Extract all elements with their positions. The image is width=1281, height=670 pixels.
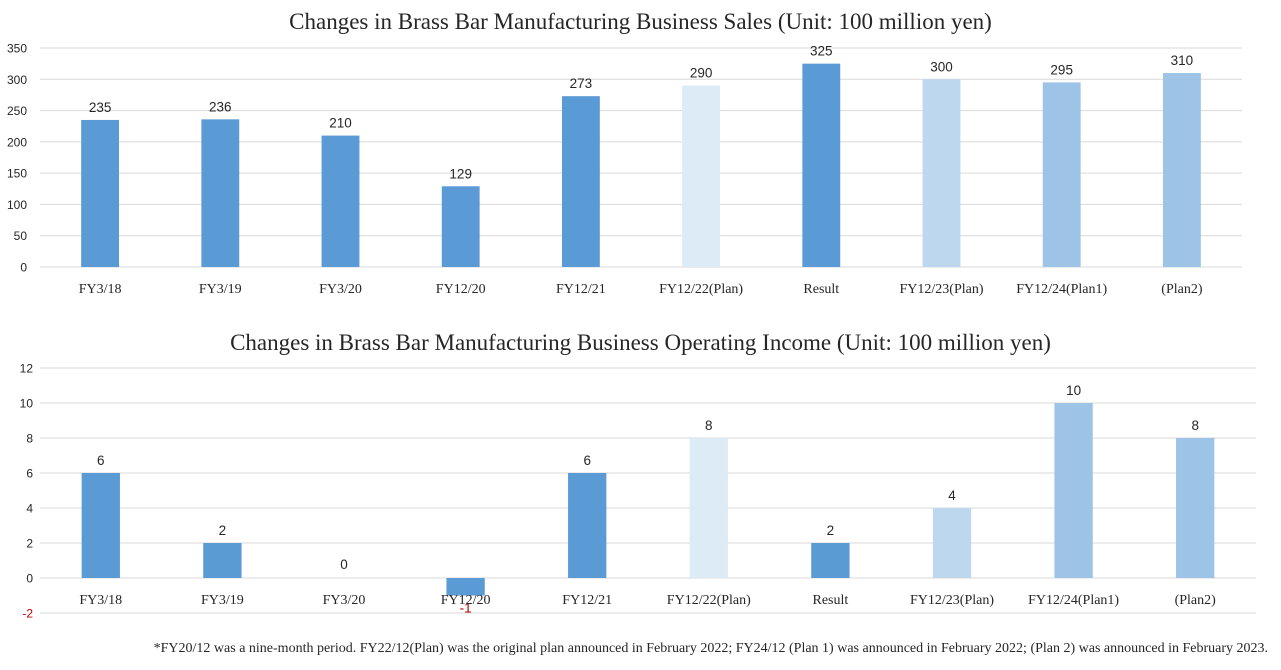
sales-x-tick-label: FY3/20 xyxy=(319,282,362,297)
income-data-label: 0 xyxy=(340,557,348,572)
sales-x-tick-label: FY12/24(Plan1) xyxy=(1016,282,1107,297)
income-x-tick-label: FY3/19 xyxy=(201,593,244,608)
income-y-tick-label: -2 xyxy=(22,607,33,621)
income-data-label: 10 xyxy=(1066,383,1081,398)
sales-bar xyxy=(682,85,721,268)
sales-bar xyxy=(561,96,600,268)
sales-data-label: 290 xyxy=(690,66,713,81)
income-x-tick-label: FY12/22(Plan) xyxy=(667,593,751,608)
sales-data-label: 300 xyxy=(930,59,953,74)
sales-x-tick-label: FY12/20 xyxy=(436,282,486,297)
income-data-label: 6 xyxy=(583,453,591,468)
income-bar xyxy=(689,438,728,578)
income-y-tick-label: 12 xyxy=(20,362,34,376)
sales-bar xyxy=(1162,73,1201,268)
sales-bar xyxy=(802,63,841,268)
sales-data-label: 273 xyxy=(570,76,593,91)
income-y-tick-label: 0 xyxy=(26,572,33,586)
income-x-tick-label: Result xyxy=(813,593,849,608)
income-y-tick-label: 6 xyxy=(26,467,33,481)
sales-y-tick-label: 300 xyxy=(7,73,27,87)
income-x-tick-label: FY3/18 xyxy=(79,593,122,608)
income-y-tick-label: 2 xyxy=(26,537,33,551)
sales-y-tick-label: 0 xyxy=(20,261,27,275)
sales-bar xyxy=(201,119,240,268)
income-data-label: 2 xyxy=(827,523,835,538)
sales-data-label: 325 xyxy=(810,44,833,59)
income-data-label: 6 xyxy=(97,453,105,468)
income-x-tick-label: (Plan2) xyxy=(1175,593,1217,608)
sales-bar xyxy=(1042,82,1081,268)
income-bar xyxy=(203,543,242,578)
sales-y-tick-label: 350 xyxy=(7,42,27,56)
income-bar xyxy=(1176,438,1215,578)
sales-data-label: 236 xyxy=(209,99,232,114)
sales-y-tick-label: 100 xyxy=(7,198,27,212)
sales-x-tick-label: (Plan2) xyxy=(1161,282,1203,297)
income-bar xyxy=(81,473,120,578)
income-data-label: 8 xyxy=(1191,418,1199,433)
sales-x-tick-label: FY3/19 xyxy=(199,282,242,297)
income-bar xyxy=(811,543,850,578)
sales-chart-title: Changes in Brass Bar Manufacturing Busin… xyxy=(289,9,992,34)
income-bar xyxy=(446,578,485,596)
sales-x-tick-label: FY12/23(Plan) xyxy=(900,282,984,297)
sales-data-label: 310 xyxy=(1171,53,1194,68)
income-y-tick-label: 8 xyxy=(26,432,33,446)
income-bar xyxy=(1054,403,1093,578)
sales-data-label: 295 xyxy=(1050,62,1073,77)
income-y-tick-label: 10 xyxy=(20,397,34,411)
sales-bar xyxy=(321,135,360,267)
income-x-tick-label: FY3/20 xyxy=(323,593,366,608)
income-chart-title: Changes in Brass Bar Manufacturing Busin… xyxy=(230,330,1051,355)
sales-y-tick-label: 200 xyxy=(7,135,27,149)
sales-bar xyxy=(922,79,961,268)
sales-x-tick-label: Result xyxy=(803,282,839,297)
income-x-tick-label: FY12/20 xyxy=(441,593,491,608)
income-x-tick-label: FY12/21 xyxy=(562,593,612,608)
income-data-label: -1 xyxy=(460,601,472,616)
income-data-label: 2 xyxy=(219,523,227,538)
sales-y-tick-label: 250 xyxy=(7,104,27,118)
sales-data-label: 235 xyxy=(89,100,112,115)
income-bar xyxy=(568,473,607,578)
sales-y-tick-label: 150 xyxy=(7,167,27,181)
sales-y-tick-label: 50 xyxy=(14,229,28,243)
income-y-tick-label: 4 xyxy=(26,502,33,516)
sales-bar xyxy=(81,119,120,267)
sales-x-tick-label: FY12/22(Plan) xyxy=(659,282,743,297)
income-bar xyxy=(932,508,972,578)
sales-data-label: 210 xyxy=(329,116,352,131)
sales-bar xyxy=(441,186,480,267)
income-x-tick-label: FY12/23(Plan) xyxy=(910,593,994,608)
sales-x-tick-label: FY12/21 xyxy=(556,282,606,297)
income-x-tick-label: FY12/24(Plan1) xyxy=(1028,593,1119,608)
income-data-label: 4 xyxy=(948,488,956,503)
income-data-label: 8 xyxy=(705,418,713,433)
sales-data-label: 129 xyxy=(449,166,472,181)
footnote: *FY20/12 was a nine-month period. FY22/1… xyxy=(153,641,1268,656)
sales-x-tick-label: FY3/18 xyxy=(79,282,122,297)
